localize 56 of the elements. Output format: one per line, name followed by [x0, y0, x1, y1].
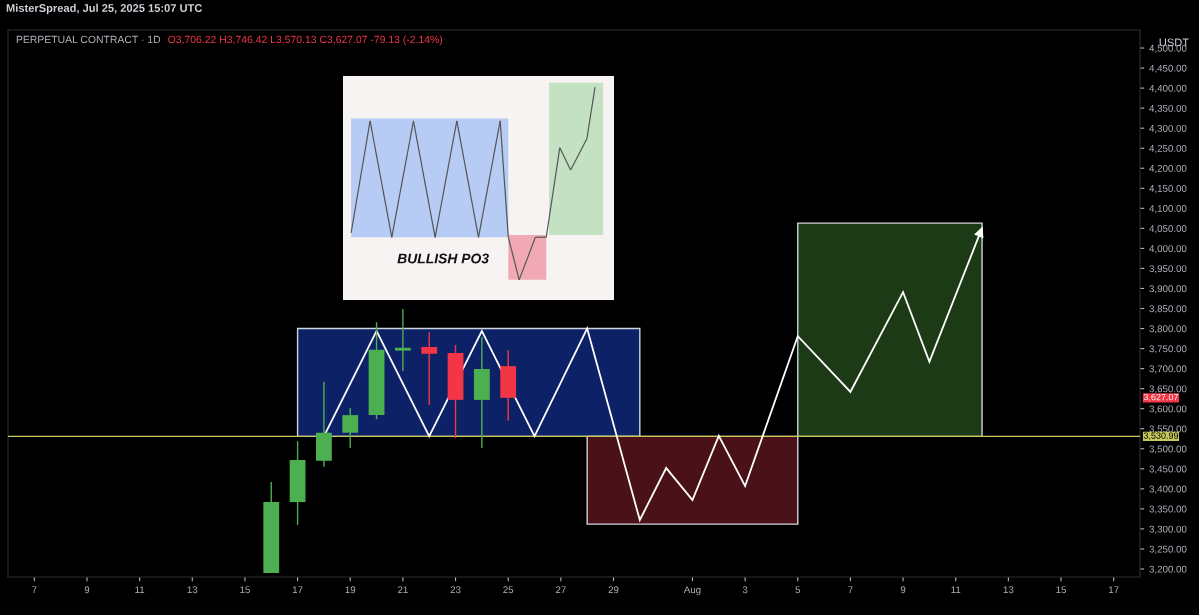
chart-subtitle: O3,706.22 H3,746.42 L3,570.13 C3,627.07 -79.13 (-2.14%) [168, 35, 443, 46]
x-tick-label: 13 [187, 586, 198, 594]
y-tick-label: 4,350.00 [1149, 104, 1187, 113]
x-tick-label: 13 [1003, 586, 1014, 594]
y-tick-label: 3,400.00 [1149, 485, 1187, 494]
y-tick-label: 4,400.00 [1149, 84, 1187, 93]
y-tick-label: 3,550.00 [1149, 425, 1187, 434]
y-tick-label: 4,150.00 [1149, 185, 1187, 194]
y-tick-label: 3,350.00 [1149, 505, 1187, 514]
y-tick-label: 4,200.00 [1149, 164, 1187, 174]
y-tick-label: 3,950.00 [1149, 265, 1187, 274]
y-tick-label: 3,750.00 [1149, 345, 1187, 354]
y-tick-label: 3,250.00 [1149, 545, 1187, 554]
y-tick-label: 4,250.00 [1149, 144, 1187, 153]
x-tick-label: 17 [292, 586, 303, 594]
x-tick-label: 11 [951, 586, 961, 594]
x-tick-label: 17 [1109, 586, 1119, 594]
y-tick-label: 3,450.00 [1149, 465, 1187, 474]
chart-title: PERPETUAL CONTRACT · 1D [16, 35, 161, 44]
x-tick-label: 29 [608, 586, 619, 594]
y-tick-label: 4,100.00 [1149, 205, 1187, 214]
y-tick-label: 3,800.00 [1149, 325, 1187, 334]
y-tick-label: 3,600.00 [1149, 405, 1187, 414]
candlestick [342, 407, 359, 449]
x-tick-label: 23 [450, 586, 461, 594]
x-tick-label: 19 [345, 586, 356, 594]
x-tick-label: 15 [1056, 586, 1067, 594]
y-tick-label: 4,300.00 [1149, 124, 1187, 133]
x-tick-label: 21 [397, 586, 408, 594]
x-tick-label: 15 [240, 586, 250, 594]
y-tick-label: 3,500.00 [1149, 445, 1187, 454]
y-tick-label: 3,300.00 [1149, 525, 1187, 534]
x-tick-label: Aug [683, 586, 701, 596]
y-tick-label: 3,900.00 [1149, 285, 1187, 294]
text: MisterSpread, Jul 25, 2025 15:07 UTC [6, 3, 203, 15]
ref-line-label: 3,530.99 [1143, 432, 1179, 440]
x-tick-label: 3 [742, 586, 748, 594]
text: 3,627.07 [1143, 393, 1179, 402]
y-tick-label: 4,450.00 [1149, 64, 1187, 73]
x-tick-label: 11 [135, 586, 145, 594]
x-tick-label: 27 [555, 586, 566, 594]
y-tick-label: 3,700.00 [1149, 365, 1187, 374]
x-tick-label: 25 [503, 586, 514, 594]
x-tick-label: 5 [795, 586, 801, 594]
y-tick-label: 3,850.00 [1149, 305, 1187, 314]
annotation: BULLISH PO3 [397, 253, 489, 264]
candlestick [394, 308, 411, 372]
y-tick-label: 4,050.00 [1149, 225, 1187, 234]
y-tick-label: 3,200.00 [1149, 565, 1187, 574]
x-tick-label: 9 [900, 586, 906, 594]
y-tick-label: 4,000.00 [1149, 245, 1187, 254]
y-tick-label: 3,650.00 [1149, 385, 1187, 394]
candlestick [421, 331, 438, 406]
x-tick-label: 7 [848, 586, 853, 594]
x-tick-label: 7 [32, 586, 37, 594]
x-tick-label: 9 [84, 586, 90, 594]
